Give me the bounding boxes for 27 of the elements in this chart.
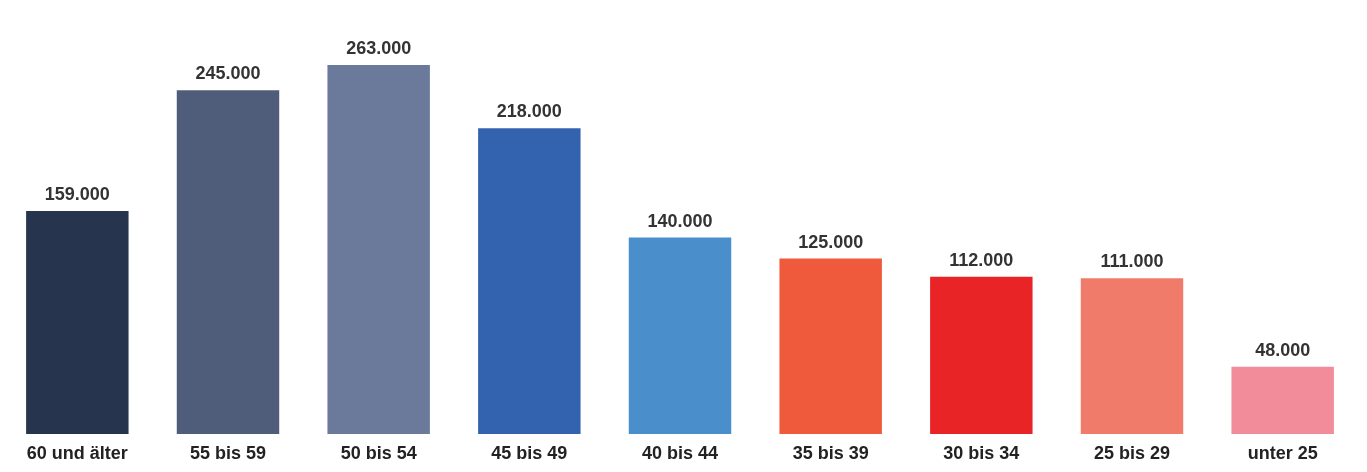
data-label: 245.000: [195, 63, 261, 84]
data-label: 140.000: [647, 210, 713, 231]
x-tick-label: 25 bis 29: [1093, 442, 1171, 463]
data-label: 218.000: [496, 101, 562, 122]
x-tick-label: 30 bis 34: [943, 442, 1020, 463]
data-label: 112.000: [949, 249, 1014, 270]
bar: [628, 237, 732, 434]
x-tick-label: 40 bis 44: [641, 442, 719, 463]
bar: [478, 128, 581, 434]
x-tick-label: 50 bis 54: [340, 442, 417, 463]
x-tick-label: 35 bis 39: [792, 442, 869, 463]
bar: [1080, 278, 1184, 434]
bar: [176, 90, 280, 434]
data-label: 263.000: [346, 38, 412, 58]
x-tick-label: 55 bis 59: [189, 442, 267, 463]
x-tick-label: unter 25: [1247, 442, 1318, 463]
bar: [930, 276, 1033, 434]
data-label: 125.000: [798, 231, 864, 252]
x-tick-label: 45 bis 49: [491, 442, 568, 463]
bar: [327, 65, 430, 434]
bar: [779, 258, 882, 434]
data-label: 111.000: [1100, 251, 1164, 272]
x-tick-label: 60 und älter: [26, 442, 128, 463]
data-label: 159.000: [44, 183, 110, 204]
bar: [26, 210, 129, 434]
bar: [1231, 366, 1334, 434]
data-label: 48.000: [1255, 339, 1311, 360]
